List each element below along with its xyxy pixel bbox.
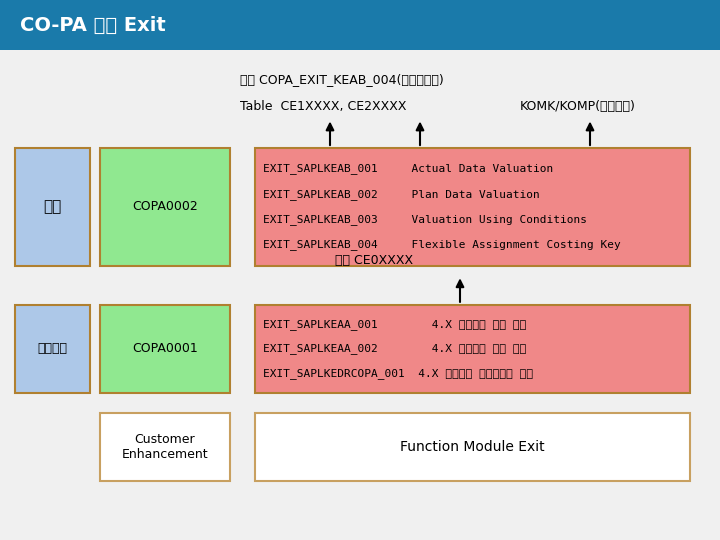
Text: CO-PA 주요 Exit: CO-PA 주요 Exit — [20, 16, 166, 35]
Text: COPA0001: COPA0001 — [132, 342, 198, 355]
Text: EXIT_SAPLKEAB_001     Actual Data Valuation: EXIT_SAPLKEAB_001 Actual Data Valuation — [263, 163, 553, 174]
Text: EXIT_SAPLKEDRCOPA_001  4.X 이상버전 특성유도에 사용: EXIT_SAPLKEDRCOPA_001 4.X 이상버전 특성유도에 사용 — [263, 368, 533, 379]
Text: Customer
Enhancement: Customer Enhancement — [122, 433, 208, 461]
FancyBboxPatch shape — [100, 413, 230, 481]
Text: EXIT_SAPLKEAB_002     Plan Data Valuation: EXIT_SAPLKEAB_002 Plan Data Valuation — [263, 188, 540, 199]
Text: EXIT_SAPLKEAB_003     Valuation Using Conditions: EXIT_SAPLKEAB_003 Valuation Using Condit… — [263, 214, 587, 225]
FancyBboxPatch shape — [255, 413, 690, 481]
FancyBboxPatch shape — [255, 305, 690, 393]
Text: Function Module Exit: Function Module Exit — [400, 440, 545, 454]
Text: Table  CE1XXXX, CE2XXXX: Table CE1XXXX, CE2XXXX — [240, 100, 407, 113]
Text: EXIT_SAPLKEAA_002        4.X 이상에서 사용 안함: EXIT_SAPLKEAA_002 4.X 이상에서 사용 안함 — [263, 343, 526, 354]
FancyBboxPatch shape — [255, 148, 690, 266]
FancyBboxPatch shape — [100, 148, 230, 266]
Text: KOMK/KOMP(가격결정): KOMK/KOMP(가격결정) — [520, 100, 636, 113]
Text: 특성유도: 특성유도 — [37, 342, 68, 355]
FancyBboxPatch shape — [15, 305, 90, 393]
Text: 구조 CE0XXXX: 구조 CE0XXXX — [335, 254, 413, 267]
Text: 평가: 평가 — [43, 199, 62, 214]
Text: 구조 COPA_EXIT_KEAB_004(원가계산키): 구조 COPA_EXIT_KEAB_004(원가계산키) — [240, 73, 444, 86]
FancyBboxPatch shape — [100, 305, 230, 393]
Text: EXIT_SAPLKEAB_004     Flexible Assignment Costing Key: EXIT_SAPLKEAB_004 Flexible Assignment Co… — [263, 240, 621, 251]
FancyBboxPatch shape — [15, 148, 90, 266]
Text: COPA0002: COPA0002 — [132, 200, 198, 213]
Text: EXIT_SAPLKEAA_001        4.X 이상에서 사용 안함: EXIT_SAPLKEAA_001 4.X 이상에서 사용 안함 — [263, 319, 526, 330]
